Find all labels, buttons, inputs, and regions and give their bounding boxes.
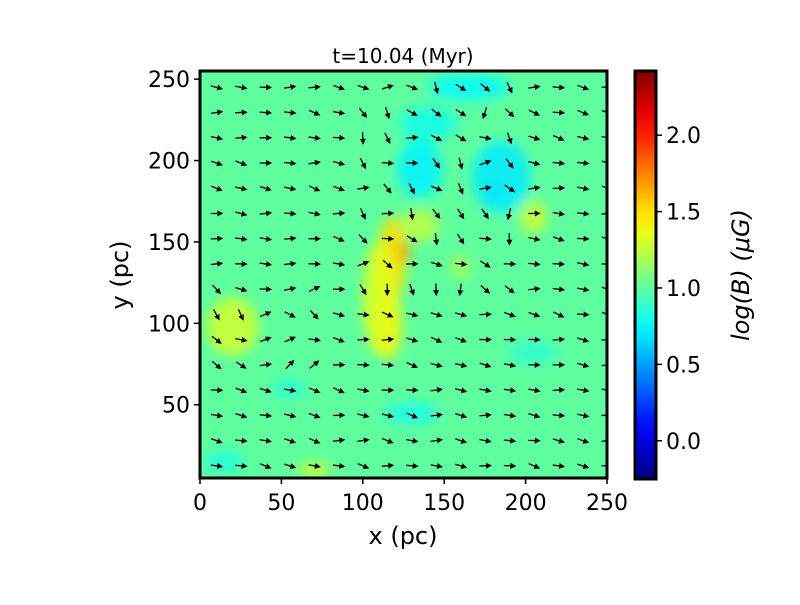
field-arrow <box>553 112 564 113</box>
x-tick-label: 200 <box>505 491 547 516</box>
x-tick-label: 50 <box>267 491 295 516</box>
field-arrow <box>260 112 271 113</box>
y-tick-label: 50 <box>162 394 190 419</box>
field-arrow <box>235 137 246 138</box>
heatmap-blob <box>472 141 531 213</box>
heatmap-blob <box>397 139 443 198</box>
field-arrow <box>553 188 564 189</box>
colorbar-tick-label: 2.0 <box>666 124 701 149</box>
x-tick-label: 100 <box>342 491 384 516</box>
x-axis-ticks: 0 50 100 150 200 250 <box>193 478 628 516</box>
x-tick-label: 150 <box>423 491 465 516</box>
field-arrow <box>406 390 417 391</box>
x-axis-label: x (pc) <box>369 522 438 550</box>
colorbar: 0.0 0.5 1.0 1.5 2.0 log(B) (μG) <box>635 71 755 479</box>
heatmap-blob <box>428 74 509 100</box>
heatmap-blob <box>205 452 244 472</box>
x-tick-label: 250 <box>586 491 628 516</box>
heatmap-blob <box>451 253 471 279</box>
field-arrow <box>382 238 393 239</box>
colorbar-tick-label: 0.5 <box>666 353 701 378</box>
y-tick-label: 200 <box>148 150 190 175</box>
field-arrow <box>553 390 564 391</box>
y-tick-label: 250 <box>148 68 190 93</box>
y-axis-ticks: 50 100 150 200 250 <box>148 68 200 419</box>
field-arrow <box>382 163 393 164</box>
field-arrow <box>235 112 246 113</box>
field-arrow <box>553 87 564 88</box>
plot-area: 0 50 100 150 200 250 50 100 150 200 250 <box>148 68 628 516</box>
field-arrow <box>284 213 295 214</box>
heatmap-blob <box>386 403 438 423</box>
field-arrow <box>260 289 271 290</box>
y-tick-label: 100 <box>148 312 190 337</box>
colorbar-ticks: 0.0 0.5 1.0 1.5 2.0 <box>656 124 701 455</box>
field-arrow <box>333 213 344 214</box>
x-tick-label: 0 <box>193 491 207 516</box>
chart-title: t=10.04 (Myr) <box>332 44 473 68</box>
field-arrow <box>284 163 295 164</box>
colorbar-tick-label: 0.0 <box>666 430 701 455</box>
y-axis-label: y (pc) <box>106 241 134 310</box>
colorbar-tick-label: 1.0 <box>666 277 701 302</box>
colorbar-tick-label: 1.5 <box>666 201 701 226</box>
heatmap-blob <box>399 107 458 140</box>
field-arrow <box>577 314 588 315</box>
colorbar-label: log(B) (μG) <box>727 209 755 341</box>
field-arrow <box>357 365 368 366</box>
heatmap-blob <box>521 201 547 234</box>
field-arrow <box>479 238 490 239</box>
colorbar-gradient <box>635 71 656 479</box>
field-arrow <box>406 465 417 466</box>
heatmap-blob <box>273 379 306 399</box>
heatmap-blob <box>207 297 259 356</box>
heatmap-blob <box>509 343 558 363</box>
y-tick-label: 150 <box>148 231 190 256</box>
heatmap-blob <box>400 209 439 242</box>
field-arrow <box>553 415 564 416</box>
field-arrow <box>333 137 344 138</box>
